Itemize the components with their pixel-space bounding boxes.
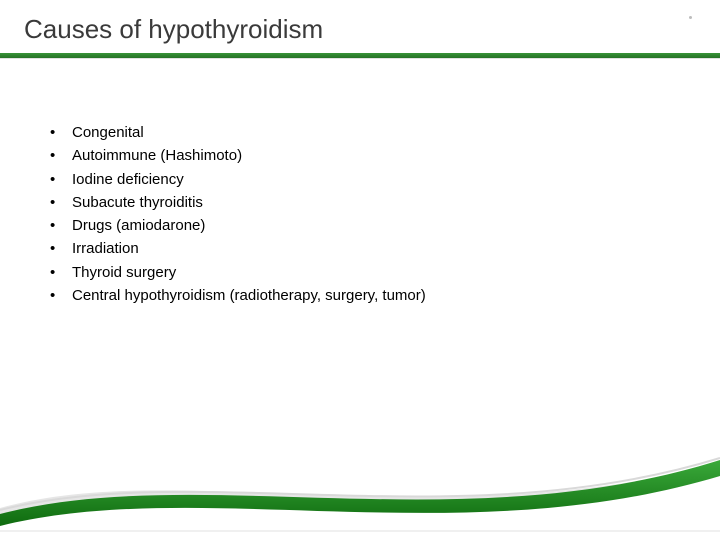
list-item-text: Congenital (72, 124, 144, 141)
swoosh-green (0, 460, 720, 526)
list-item-text: Irradiation (72, 240, 139, 257)
list-item: Central hypothyroidism (radiotherapy, su… (50, 284, 700, 307)
swoosh-svg (0, 430, 720, 540)
footer-swoosh (0, 430, 720, 540)
slide-title: Causes of hypothyroidism (24, 14, 720, 45)
content-area: Congenital Autoimmune (Hashimoto) Iodine… (0, 63, 720, 307)
bullet-list: Congenital Autoimmune (Hashimoto) Iodine… (50, 121, 700, 307)
title-green-band (0, 53, 720, 58)
list-item: Subacute thyroiditis (50, 191, 700, 214)
title-underline (0, 53, 720, 63)
corner-dot-icon (689, 16, 692, 19)
list-item: Iodine deficiency (50, 168, 700, 191)
title-area: Causes of hypothyroidism (0, 0, 720, 51)
list-item: Drugs (amiodarone) (50, 214, 700, 237)
list-item-text: Drugs (amiodarone) (72, 217, 205, 234)
swoosh-grey-line (0, 458, 720, 510)
list-item: Autoimmune (Hashimoto) (50, 144, 700, 167)
swoosh-grey-back (0, 464, 720, 516)
list-item: Thyroid surgery (50, 261, 700, 284)
list-item-text: Thyroid surgery (72, 264, 176, 281)
list-item-text: Iodine deficiency (72, 171, 184, 188)
list-item-text: Subacute thyroiditis (72, 194, 203, 211)
list-item: Irradiation (50, 237, 700, 260)
list-item-text: Autoimmune (Hashimoto) (72, 147, 242, 164)
list-item-text: Central hypothyroidism (radiotherapy, su… (72, 287, 426, 304)
list-item: Congenital (50, 121, 700, 144)
